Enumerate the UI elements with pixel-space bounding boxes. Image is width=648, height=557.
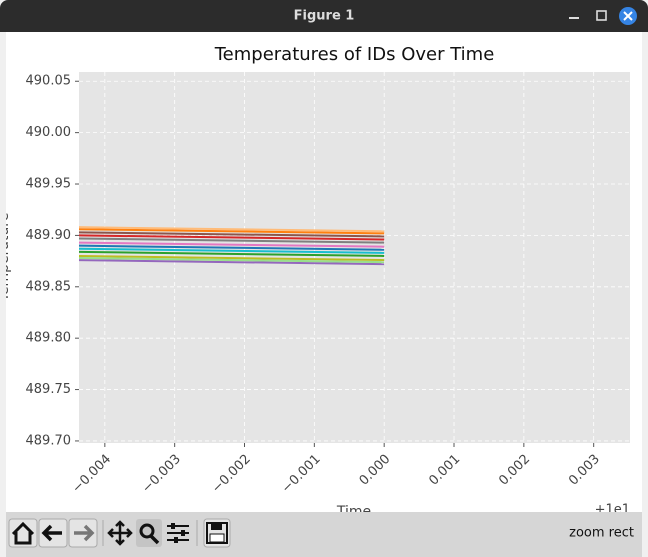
y-tick-label: 489.85 [26,279,72,294]
plot: Temperatures of IDs Over Time 489.70 489.7… [0,44,630,520]
line [78,228,385,235]
line [78,247,385,254]
back-button[interactable] [38,518,68,548]
home-button[interactable] [8,518,38,548]
line [78,231,385,238]
y-tick-label: 490.00 [26,125,72,140]
line [78,234,385,241]
status-text: zoom rect [569,526,634,541]
line [78,241,385,248]
line [78,250,385,257]
line [78,254,385,262]
line [78,226,385,233]
save-button[interactable] [203,518,231,548]
y-tick-label: 489.90 [26,228,72,243]
line [78,259,385,266]
forward-button[interactable] [68,518,98,548]
y-axis-label: Temperature [0,213,12,303]
toolbar: zoom rect [6,512,642,557]
zoom-button[interactable] [136,519,162,547]
pan-button[interactable] [107,520,133,546]
y-tick-label: 490.05 [26,74,72,89]
window-title: Figure 1 [294,9,355,24]
line [78,244,385,251]
y-tick-label: 489.75 [26,382,72,397]
x-axis-label: Time [336,504,371,520]
configure-button[interactable] [167,523,189,543]
y-tick-label: 489.80 [26,331,72,346]
y-tick-label: 489.95 [26,177,72,192]
maximize-button[interactable] [596,10,607,21]
y-tick-label: 489.70 [26,433,72,448]
line [78,237,385,244]
x-offset-label: +1e1 [595,503,630,518]
line [78,257,385,264]
close-button[interactable] [619,7,637,25]
close-x [623,11,633,21]
chart-title: Temperatures of IDs Over Time [214,44,495,65]
toolbar-bg [6,512,642,557]
title-bar-fill [0,16,648,32]
